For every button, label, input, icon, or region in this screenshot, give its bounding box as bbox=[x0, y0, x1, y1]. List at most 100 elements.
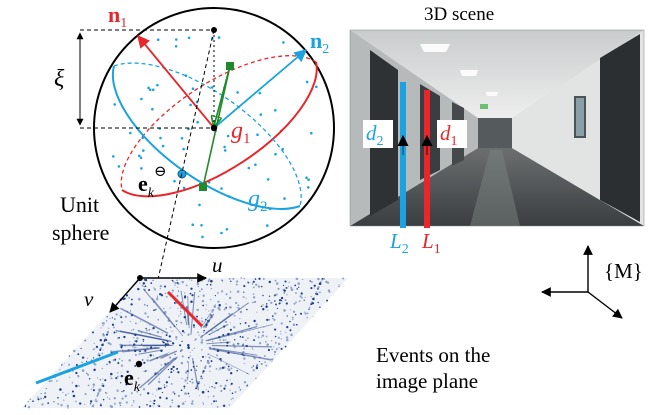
d2-label-bg bbox=[363, 120, 393, 148]
image-plane-edge bbox=[208, 323, 229, 336]
image-plane-event bbox=[190, 369, 193, 371]
image-plane-event bbox=[202, 370, 205, 373]
image-plane-event bbox=[201, 317, 203, 319]
image-plane-event bbox=[210, 403, 213, 405]
image-plane-event bbox=[268, 299, 270, 301]
image-plane-event bbox=[311, 302, 315, 305]
image-plane-event bbox=[161, 332, 163, 334]
image-plane-event bbox=[109, 376, 111, 378]
image-plane-event bbox=[264, 361, 266, 363]
image-plane-event bbox=[317, 277, 320, 281]
image-plane-event bbox=[153, 309, 155, 311]
image-plane-event bbox=[220, 389, 223, 393]
image-plane-event bbox=[153, 399, 156, 402]
image-plane-event bbox=[119, 404, 121, 407]
image-plane-event bbox=[200, 360, 202, 362]
image-plane-event bbox=[210, 309, 212, 311]
image-plane-event bbox=[91, 404, 95, 408]
image-plane-event bbox=[211, 340, 214, 343]
image-plane-event bbox=[145, 369, 148, 372]
image-plane-event bbox=[180, 389, 183, 392]
image-plane-event bbox=[87, 384, 90, 387]
image-plane-event bbox=[48, 379, 51, 383]
image-plane-event bbox=[199, 290, 201, 292]
image-plane-event bbox=[144, 278, 148, 282]
sphere-event-dot bbox=[161, 144, 165, 148]
image-plane-event bbox=[195, 369, 197, 371]
image-plane-event bbox=[142, 338, 145, 341]
image-plane-event bbox=[177, 286, 179, 288]
image-plane-event bbox=[131, 392, 133, 395]
image-plane-event bbox=[301, 297, 303, 299]
image-plane-event bbox=[213, 400, 216, 403]
image-plane-event bbox=[277, 342, 281, 346]
image-plane-event bbox=[157, 387, 161, 390]
image-plane-event bbox=[338, 285, 341, 288]
image-plane-event bbox=[155, 389, 158, 391]
d2-label: d2 bbox=[366, 121, 384, 149]
image-plane-event bbox=[81, 356, 85, 359]
image-plane-event bbox=[280, 299, 283, 302]
image-plane-event bbox=[75, 400, 77, 403]
image-plane-event bbox=[220, 290, 224, 293]
image-plane-origin bbox=[137, 275, 143, 281]
image-plane-event bbox=[294, 284, 297, 287]
image-plane-event bbox=[174, 353, 176, 355]
image-plane-event bbox=[229, 291, 232, 293]
image-plane-event bbox=[253, 301, 255, 303]
image-plane-event bbox=[117, 361, 120, 365]
image-plane-event bbox=[148, 288, 151, 292]
image-plane-event bbox=[200, 341, 204, 344]
image-plane-event bbox=[168, 356, 172, 359]
image-plane-event bbox=[207, 396, 209, 398]
image-plane-event bbox=[296, 288, 298, 290]
image-plane-event bbox=[176, 279, 179, 282]
image-plane-event bbox=[109, 343, 112, 346]
image-plane-event bbox=[202, 402, 204, 404]
image-plane-event bbox=[169, 326, 172, 329]
image-plane-event bbox=[84, 393, 87, 396]
image-plane-event bbox=[75, 384, 78, 388]
image-plane-event bbox=[177, 307, 179, 309]
image-plane-event bbox=[129, 320, 132, 323]
image-plane-event bbox=[162, 307, 165, 310]
image-plane-event bbox=[92, 383, 96, 386]
image-plane-event bbox=[147, 392, 150, 395]
image-plane-event bbox=[156, 330, 160, 334]
image-plane-event bbox=[201, 299, 205, 303]
image-plane-event bbox=[278, 302, 281, 305]
image-plane-event bbox=[298, 286, 300, 288]
image-plane-event bbox=[68, 363, 71, 366]
image-plane-event bbox=[81, 361, 83, 364]
image-plane-event bbox=[189, 292, 192, 295]
image-plane-event bbox=[286, 326, 289, 329]
image-plane-event bbox=[148, 328, 151, 331]
sphere-event-dot bbox=[147, 86, 150, 90]
image-plane-event bbox=[221, 366, 225, 369]
image-plane-event bbox=[32, 400, 34, 403]
image-plane-event bbox=[293, 302, 296, 305]
image-plane-event bbox=[266, 343, 269, 346]
image-plane-event bbox=[257, 285, 261, 288]
image-plane-event bbox=[284, 299, 287, 302]
image-plane-event bbox=[265, 335, 268, 338]
image-plane-event bbox=[167, 369, 169, 371]
image-plane-event bbox=[251, 283, 254, 285]
image-plane-event bbox=[137, 287, 140, 291]
sphere-event-dot bbox=[305, 80, 309, 84]
image-plane-event bbox=[275, 282, 279, 285]
image-plane-event bbox=[246, 308, 248, 311]
image-plane-event bbox=[235, 283, 238, 286]
image-plane-event bbox=[222, 281, 224, 283]
image-plane-event bbox=[229, 389, 231, 391]
image-plane-event bbox=[280, 296, 284, 300]
image-plane-event bbox=[41, 403, 44, 406]
image-plane-event bbox=[273, 346, 275, 348]
image-plane-event bbox=[274, 312, 277, 315]
image-plane-event bbox=[119, 315, 121, 317]
image-plane-edge bbox=[191, 358, 200, 391]
image-plane-event bbox=[212, 395, 215, 398]
image-plane-event bbox=[101, 367, 104, 370]
image-plane-event bbox=[292, 310, 296, 313]
image-plane-event bbox=[265, 305, 268, 308]
